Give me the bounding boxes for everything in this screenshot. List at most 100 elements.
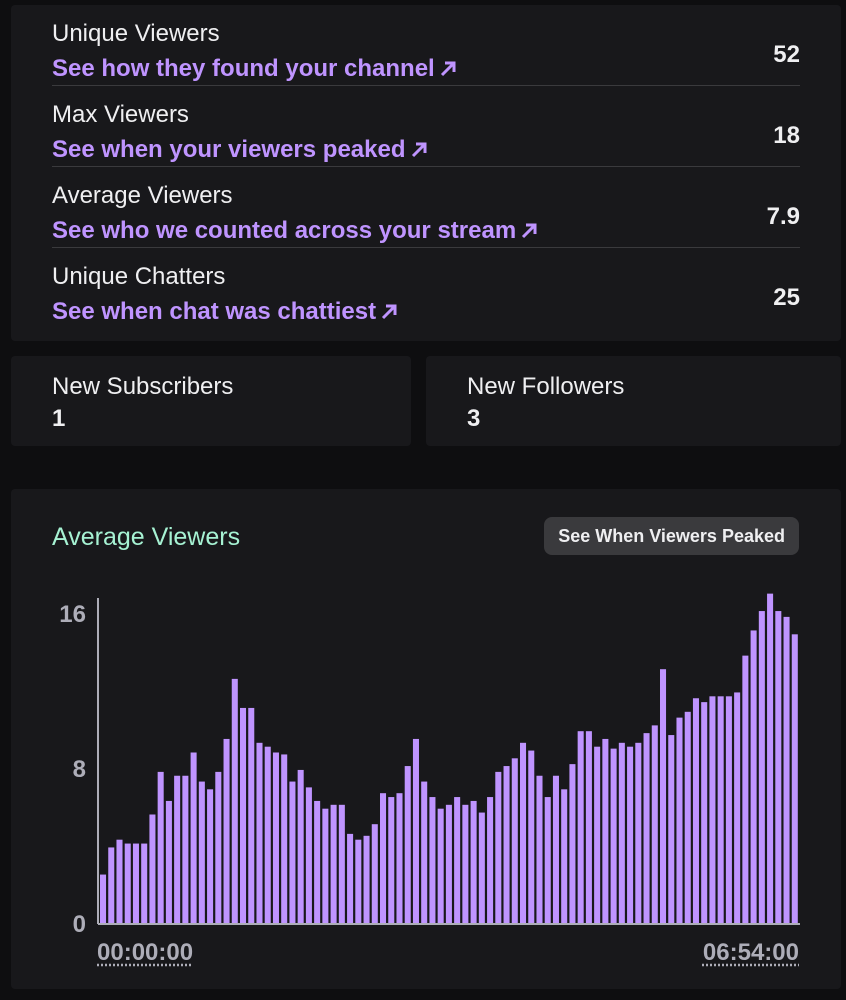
external-arrow-icon xyxy=(411,142,426,158)
chart-bar[interactable] xyxy=(240,707,247,923)
chart-bar[interactable] xyxy=(660,669,667,923)
chart-bar[interactable] xyxy=(651,725,658,924)
chart-bar[interactable] xyxy=(684,711,691,923)
chart-bar[interactable] xyxy=(100,874,107,923)
chart-bar[interactable] xyxy=(635,742,642,923)
chart-bar[interactable] xyxy=(149,814,156,924)
chart-bar[interactable] xyxy=(322,808,329,923)
chart-bar[interactable] xyxy=(314,800,321,923)
chart-bar[interactable] xyxy=(289,781,296,923)
chart-bar[interactable] xyxy=(692,698,699,923)
chart-bar[interactable] xyxy=(380,793,387,923)
chart-bar[interactable] xyxy=(165,800,172,923)
chart-bar[interactable] xyxy=(544,797,551,923)
chart-bar[interactable] xyxy=(577,731,584,923)
unique-chatters-link[interactable]: See when chat was chattiest xyxy=(52,298,398,326)
chart-bar[interactable] xyxy=(725,696,732,923)
chart-bar[interactable] xyxy=(223,738,230,923)
chart-bar[interactable] xyxy=(363,835,370,923)
chart-bar[interactable] xyxy=(215,771,222,924)
chart-bar[interactable] xyxy=(791,634,798,923)
chart-bar[interactable] xyxy=(676,717,683,924)
chart-bar[interactable] xyxy=(355,839,362,923)
chart-bar[interactable] xyxy=(758,611,765,923)
max-viewers-link[interactable]: See when your viewers peaked xyxy=(52,136,428,164)
chart-bar[interactable] xyxy=(511,758,518,923)
chart-bar[interactable] xyxy=(174,775,181,923)
chart-bar[interactable] xyxy=(297,769,304,923)
chart-bar[interactable] xyxy=(602,738,609,923)
chart-bar[interactable] xyxy=(462,804,469,923)
chart-bar[interactable] xyxy=(157,771,164,924)
chart-bar[interactable] xyxy=(182,775,189,923)
chart-bar[interactable] xyxy=(610,748,617,924)
bars-group xyxy=(100,593,798,924)
chart-bar[interactable] xyxy=(528,750,535,923)
chart-bar[interactable] xyxy=(561,789,568,923)
chart-bar[interactable] xyxy=(124,843,131,923)
chart-bar[interactable] xyxy=(775,611,782,923)
chart-bar[interactable] xyxy=(272,752,279,924)
chart-bar[interactable] xyxy=(668,735,675,923)
chart-bar[interactable] xyxy=(347,833,354,924)
chart-bar[interactable] xyxy=(454,797,461,923)
chart-bar[interactable] xyxy=(330,804,337,923)
chart-bar[interactable] xyxy=(437,808,444,923)
chart-bar[interactable] xyxy=(569,764,576,924)
chart-bar[interactable] xyxy=(281,754,288,923)
end-time-label[interactable]: 06:54:00 xyxy=(702,939,799,966)
chart-bar[interactable] xyxy=(388,797,395,923)
chart-bar[interactable] xyxy=(552,775,559,923)
chart-bar[interactable] xyxy=(594,746,601,923)
chart-bar[interactable] xyxy=(709,696,716,923)
chart-bar[interactable] xyxy=(371,824,378,923)
chart-bar[interactable] xyxy=(495,771,502,924)
chart-bar[interactable] xyxy=(643,733,650,924)
chart-bar[interactable] xyxy=(116,839,123,923)
chart-bar[interactable] xyxy=(520,742,527,923)
chart-bar[interactable] xyxy=(108,847,115,923)
chart-bar[interactable] xyxy=(627,746,634,923)
chart-bar[interactable] xyxy=(421,781,428,923)
chart-bar[interactable] xyxy=(585,731,592,923)
chart-bar[interactable] xyxy=(396,793,403,923)
chart-bar[interactable] xyxy=(487,797,494,923)
chart-bar[interactable] xyxy=(132,843,139,923)
stat-link-label: See when your viewers peaked xyxy=(52,136,406,163)
chart-bar[interactable] xyxy=(248,707,255,923)
chart-bar[interactable] xyxy=(198,781,205,923)
chart-bar[interactable] xyxy=(190,752,197,924)
y-tick-label: 8 xyxy=(73,756,86,783)
chart-bar[interactable] xyxy=(445,804,452,923)
chart-bar[interactable] xyxy=(701,702,708,924)
chart-bar[interactable] xyxy=(231,678,238,924)
unique-viewers-link[interactable]: See how they found your channel xyxy=(52,55,457,83)
chart-bar[interactable] xyxy=(470,800,477,923)
chart-bar[interactable] xyxy=(734,692,741,923)
chart-bar[interactable] xyxy=(429,797,436,923)
chart-bar[interactable] xyxy=(618,742,625,923)
chart-bar[interactable] xyxy=(141,843,148,923)
y-tick-label: 16 xyxy=(59,601,86,628)
chart-bar[interactable] xyxy=(536,775,543,923)
chart-bar[interactable] xyxy=(783,616,790,924)
chart-bar[interactable] xyxy=(256,742,263,923)
start-time-label[interactable]: 00:00:00 xyxy=(97,939,194,966)
average-viewers-link[interactable]: See who we counted across your stream xyxy=(52,217,538,245)
chart-bar[interactable] xyxy=(264,746,271,923)
chart-bar[interactable] xyxy=(305,787,312,924)
chart-bar[interactable] xyxy=(767,593,774,924)
see-when-viewers-peaked-button[interactable]: See When Viewers Peaked xyxy=(544,517,799,555)
chart-bar[interactable] xyxy=(412,738,419,923)
chart-bar[interactable] xyxy=(742,655,749,924)
chart-bar[interactable] xyxy=(338,804,345,923)
stat-link-label: See when chat was chattiest xyxy=(52,298,377,325)
stat-title: Average Viewers xyxy=(52,182,233,209)
chart-bar[interactable] xyxy=(207,789,214,923)
chart-bar[interactable] xyxy=(717,696,724,923)
chart-bar[interactable] xyxy=(503,766,510,923)
stat-value: 18 xyxy=(773,122,800,149)
chart-bar[interactable] xyxy=(478,812,485,923)
chart-bar[interactable] xyxy=(404,766,411,923)
chart-bar[interactable] xyxy=(750,630,757,923)
